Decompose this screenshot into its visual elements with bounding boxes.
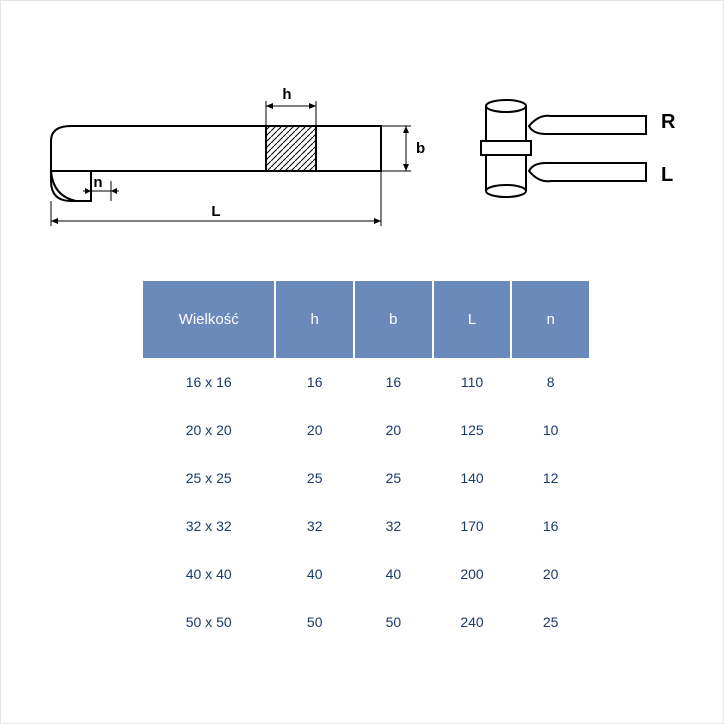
table-cell: 16 x 16 (143, 358, 274, 406)
table-cell: 110 (434, 358, 511, 406)
table-row: 20 x 20202012510 (143, 406, 589, 454)
table-cell: 20 (276, 406, 353, 454)
col-header: h (276, 281, 353, 358)
dim-L: L (211, 203, 220, 220)
table-cell: 25 (355, 454, 432, 502)
table-cell: 32 (355, 502, 432, 550)
table-cell: 50 x 50 (143, 598, 274, 646)
table-row: 25 x 25252514012 (143, 454, 589, 502)
right-view: R L (481, 100, 676, 197)
table-cell: 25 x 25 (143, 454, 274, 502)
col-header: Wielkość (143, 281, 274, 358)
table-cell: 50 (355, 598, 432, 646)
left-view: h b n L (51, 86, 425, 226)
table-cell: 20 (512, 550, 589, 598)
table-cell: 16 (512, 502, 589, 550)
table-cell: 25 (512, 598, 589, 646)
table-cell: 20 x 20 (143, 406, 274, 454)
table-cell: 50 (276, 598, 353, 646)
table-row: 50 x 50505024025 (143, 598, 589, 646)
table-cell: 12 (512, 454, 589, 502)
col-header: b (355, 281, 432, 358)
table-row: 16 x 1616161108 (143, 358, 589, 406)
table-cell: 40 (276, 550, 353, 598)
table-row: 40 x 40404020020 (143, 550, 589, 598)
table-cell: 125 (434, 406, 511, 454)
table-cell: 8 (512, 358, 589, 406)
table-cell: 32 x 32 (143, 502, 274, 550)
dim-n: n (93, 174, 102, 191)
dim-b: b (416, 140, 425, 157)
table-cell: 10 (512, 406, 589, 454)
col-header: n (512, 281, 589, 358)
technical-diagram: h b n L (31, 41, 691, 261)
table-cell: 32 (276, 502, 353, 550)
label-R: R (661, 111, 676, 133)
table-cell: 16 (355, 358, 432, 406)
col-header: L (434, 281, 511, 358)
table-cell: 20 (355, 406, 432, 454)
label-Lside: L (661, 164, 673, 186)
table-cell: 240 (434, 598, 511, 646)
dimensions-table: WielkośćhbLn 16 x 161616110820 x 2020201… (141, 281, 591, 646)
table-cell: 40 x 40 (143, 550, 274, 598)
table-cell: 25 (276, 454, 353, 502)
table-cell: 16 (276, 358, 353, 406)
table-cell: 170 (434, 502, 511, 550)
table-cell: 200 (434, 550, 511, 598)
dim-h: h (282, 86, 291, 103)
table-row: 32 x 32323217016 (143, 502, 589, 550)
table-cell: 140 (434, 454, 511, 502)
table-cell: 40 (355, 550, 432, 598)
